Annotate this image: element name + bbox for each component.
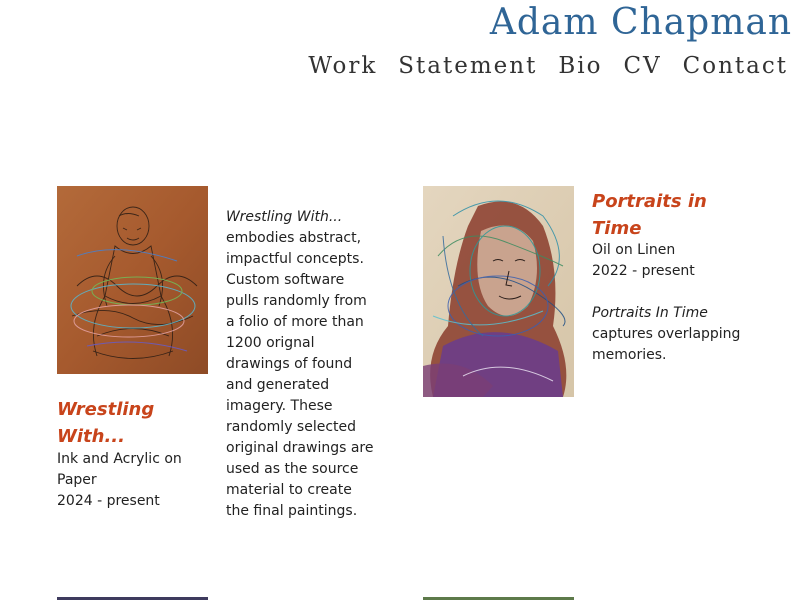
nav-contact[interactable]: Contact bbox=[682, 53, 788, 79]
wrestling-with-meta: Ink and Acrylic on Paper 2024 - present bbox=[57, 449, 182, 512]
dates: 2022 - present bbox=[592, 263, 695, 279]
nav-statement[interactable]: Statement bbox=[398, 53, 538, 79]
desc-italic-title: Portraits In Time bbox=[592, 305, 708, 321]
nav-work[interactable]: Work bbox=[308, 53, 378, 79]
wrestling-with-description: Wrestling With... embodies abstract, imp… bbox=[226, 209, 374, 519]
portraits-in-time-meta: Oil on Linen 2022 - present bbox=[592, 240, 695, 282]
medium-line-2: Paper bbox=[57, 472, 97, 488]
wrestling-with-title[interactable]: Wrestling With... bbox=[57, 399, 155, 447]
portraits-in-time-description: Portraits In Time captures overlapping m… bbox=[592, 305, 741, 363]
dates: 2024 - present bbox=[57, 493, 160, 509]
main-nav: Work Statement Bio CV Contact bbox=[308, 53, 788, 79]
wrestling-with-thumbnail[interactable] bbox=[57, 186, 208, 374]
next-work-thumbnail-right[interactable] bbox=[423, 597, 574, 600]
nav-cv[interactable]: CV bbox=[623, 53, 662, 79]
desc-italic-title: Wrestling With... bbox=[226, 209, 343, 225]
portraits-in-time-title[interactable]: Portraits in Time bbox=[592, 191, 707, 239]
nav-bio[interactable]: Bio bbox=[558, 53, 603, 79]
next-work-thumbnail-left[interactable] bbox=[57, 597, 208, 600]
medium-line-1: Ink and Acrylic on bbox=[57, 451, 182, 467]
portraits-in-time-thumbnail[interactable] bbox=[423, 186, 574, 397]
site-title[interactable]: Adam Chapman bbox=[489, 2, 792, 43]
medium: Oil on Linen bbox=[592, 242, 676, 258]
